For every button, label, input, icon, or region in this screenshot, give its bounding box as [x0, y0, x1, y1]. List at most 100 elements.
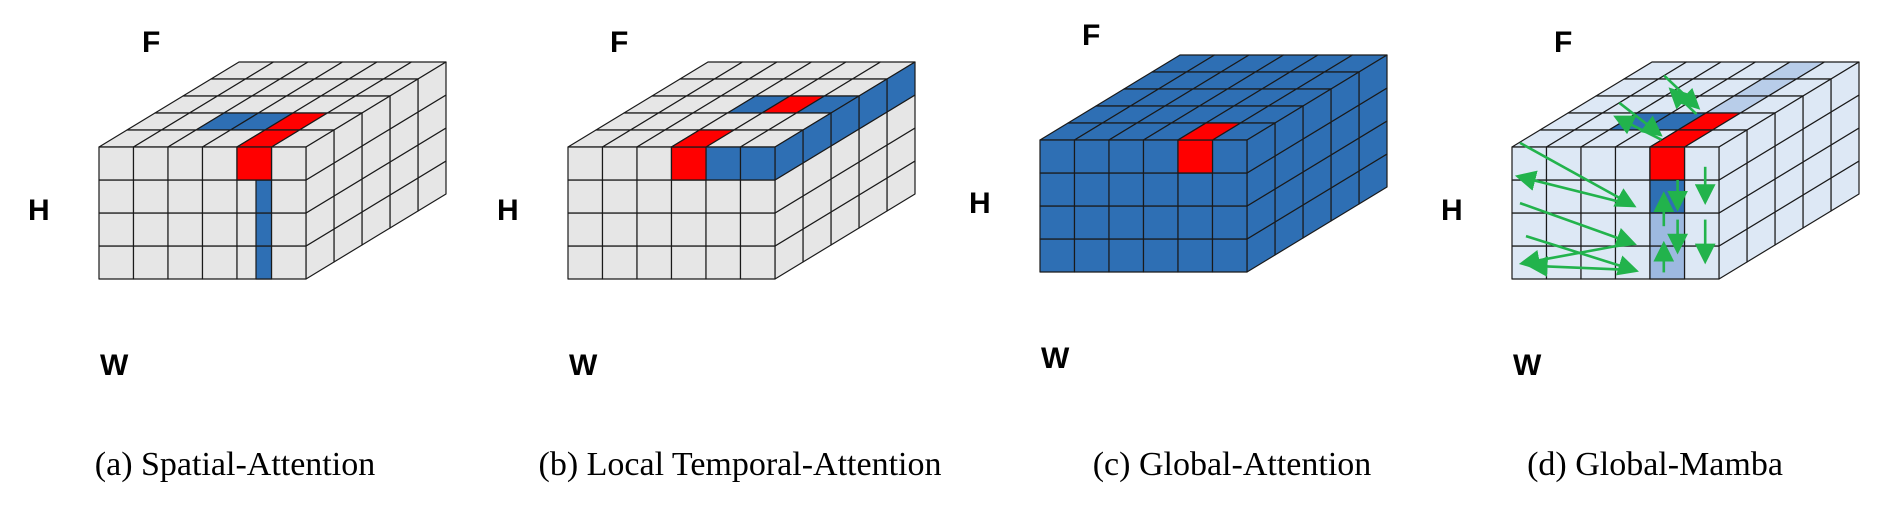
cube-front-face	[270, 245, 307, 280]
cube-front-face	[1039, 139, 1076, 174]
axis-label-f: F	[1082, 19, 1100, 52]
cube-front-face	[567, 146, 604, 181]
cube-front-face	[132, 146, 169, 181]
cube-front-face	[739, 212, 776, 247]
query-token	[670, 146, 707, 181]
cube-front-face	[1614, 146, 1651, 181]
cube-front-face	[567, 245, 604, 280]
cube-front-face	[705, 212, 742, 247]
cube-front-face	[670, 212, 707, 247]
scan-arrow	[1525, 234, 1639, 276]
panel-spatial-attention: F H W (a) Spatial-Attention	[28, 26, 447, 483]
panel-global-mamba: F H W (d) Global-Mamba	[1441, 26, 1860, 483]
cube-front-face	[1177, 205, 1214, 240]
voxel-grid	[1039, 54, 1388, 273]
cube-front-face	[1073, 205, 1110, 240]
cube-front-face	[1614, 179, 1651, 214]
cube-front-face	[167, 245, 204, 280]
scan-arrow	[1618, 101, 1663, 137]
cube-front-face	[601, 245, 638, 280]
cube-front-face	[1683, 179, 1720, 214]
cube-front-face	[1108, 139, 1145, 174]
axis-label-f: F	[610, 26, 628, 59]
cube-front-face	[201, 245, 238, 280]
cube-front-face	[1039, 172, 1076, 207]
cube-front-face	[1683, 212, 1720, 247]
cube-front-face	[1108, 172, 1145, 207]
cube-front-face	[739, 146, 776, 181]
caption-d: (d) Global-Mamba	[1527, 446, 1783, 483]
cube-front-face	[270, 146, 307, 181]
cube-front-face	[601, 179, 638, 214]
panel-global-attention: F H W (c) Global-Attention	[969, 19, 1388, 483]
cube-front-face	[1683, 146, 1720, 181]
scan-arrow	[1668, 87, 1698, 116]
cube-front-face	[1211, 205, 1248, 240]
caption-b: (b) Local Temporal-Attention	[539, 446, 942, 483]
caption-c: (c) Global-Attention	[1093, 446, 1372, 483]
scan-arrow	[1514, 170, 1633, 207]
cube-front-face	[1683, 245, 1720, 280]
cube-front-face	[201, 212, 238, 247]
cube-front-face	[739, 179, 776, 214]
cube-front-face	[601, 212, 638, 247]
cube-front-face	[567, 179, 604, 214]
cube-front-face	[1073, 238, 1110, 273]
axis-label-w: W	[1513, 349, 1542, 382]
cube-front-face	[1580, 146, 1617, 181]
cube-front-face	[1177, 238, 1214, 273]
axis-label-h: H	[969, 187, 991, 220]
cube-front-face	[98, 179, 135, 214]
axis-label-f: F	[142, 26, 160, 59]
cube-front-face	[201, 179, 238, 214]
cube-front-face	[1142, 139, 1179, 174]
cube-front-face	[1511, 179, 1548, 214]
voxel-grid	[567, 61, 916, 280]
query-token	[1177, 122, 1242, 141]
cube-front-face	[1108, 238, 1145, 273]
cube-front-face	[270, 212, 307, 247]
axis-label-w: W	[569, 349, 598, 382]
cube-front-face	[1211, 172, 1248, 207]
scan-arrow	[1519, 201, 1637, 248]
query-token	[1177, 139, 1214, 174]
cube-front-face	[636, 146, 673, 181]
cube-front-face	[567, 212, 604, 247]
cube-front-face	[636, 212, 673, 247]
cube-front-face	[705, 146, 742, 181]
scan-arrow	[1526, 256, 1635, 277]
query-token	[236, 146, 273, 181]
cube-front-face	[167, 212, 204, 247]
axis-label-h: H	[1441, 194, 1463, 227]
cube-front-face	[705, 179, 742, 214]
cube-front-face	[167, 146, 204, 181]
cube-front-face	[670, 245, 707, 280]
axis-label-w: W	[1041, 342, 1070, 375]
cube-front-face	[1177, 172, 1214, 207]
cube-front-face	[1073, 139, 1110, 174]
cube-front-face	[1211, 139, 1248, 174]
cube-front-face	[201, 146, 238, 181]
cube-front-face	[1614, 245, 1651, 280]
highlight-column	[1649, 179, 1686, 214]
scan-arrow	[1613, 115, 1662, 141]
cube-front-face	[1108, 205, 1145, 240]
query-token	[1649, 146, 1686, 181]
cube-front-face	[1142, 172, 1179, 207]
cube-front-face	[98, 146, 135, 181]
cube-front-face	[98, 212, 135, 247]
cube-front-face	[1211, 238, 1248, 273]
axis-label-h: H	[28, 194, 50, 227]
cube-front-face	[1614, 212, 1651, 247]
cube-front-face	[98, 245, 135, 280]
axis-label-f: F	[1554, 26, 1572, 59]
cube-front-face	[132, 212, 169, 247]
cube-front-face	[132, 245, 169, 280]
cube-front-face	[1039, 205, 1076, 240]
voxel-grid	[98, 61, 447, 280]
caption-a: (a) Spatial-Attention	[95, 446, 375, 483]
cube-front-face	[270, 179, 307, 214]
scan-arrow	[1519, 141, 1637, 208]
cube-front-face	[1039, 238, 1076, 273]
